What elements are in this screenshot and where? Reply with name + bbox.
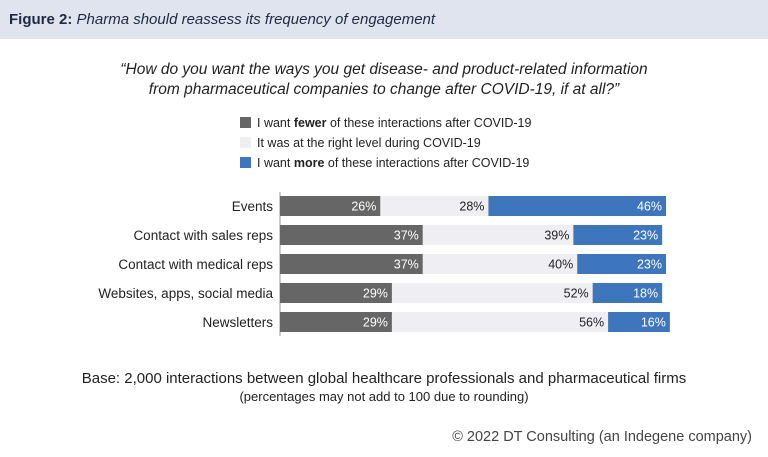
value-label-same-events: 28% xyxy=(459,200,484,214)
question-line-2: from pharmaceutical companies to change … xyxy=(148,81,620,98)
base-text: Base: 2,000 interactions between global … xyxy=(81,370,687,387)
bar-more-contact-with-medical-reps xyxy=(577,254,666,274)
value-label-more-websites-apps-social-media: 18% xyxy=(633,287,658,301)
bar-same-websites-apps-social-media xyxy=(391,283,593,303)
bar-same-events xyxy=(380,196,489,216)
bar-fewer-events xyxy=(280,196,381,216)
legend-swatch-fewer xyxy=(240,117,251,128)
value-label-same-contact-with-medical-reps: 40% xyxy=(548,258,573,272)
bar-fewer-websites-apps-social-media xyxy=(280,283,392,303)
value-label-same-websites-apps-social-media: 52% xyxy=(564,287,589,301)
chart-legend: I want fewer of these interactions after… xyxy=(240,113,531,173)
legend-label-fewer: I want fewer of these interactions after… xyxy=(257,115,532,130)
legend-swatch-more xyxy=(240,157,251,168)
base-note: Base: 2,000 interactions between global … xyxy=(0,370,768,406)
value-label-fewer-newsletters: 29% xyxy=(363,316,388,330)
value-label-fewer-contact-with-medical-reps: 37% xyxy=(394,258,419,272)
value-label-more-contact-with-sales-reps: 23% xyxy=(633,229,658,243)
category-label-contact-with-sales-reps: Contact with sales reps xyxy=(133,228,273,243)
bar-same-contact-with-sales-reps xyxy=(422,225,574,245)
value-label-more-newsletters: 16% xyxy=(641,316,666,330)
bar-fewer-contact-with-medical-reps xyxy=(280,254,423,274)
survey-question: “How do you want the ways you get diseas… xyxy=(0,60,768,100)
bar-more-websites-apps-social-media xyxy=(592,283,663,303)
value-label-more-contact-with-medical-reps: 23% xyxy=(637,258,662,272)
bar-more-events xyxy=(488,196,666,216)
category-label-newsletters: Newsletters xyxy=(202,315,273,330)
bar-more-newsletters xyxy=(608,312,670,332)
bar-same-newsletters xyxy=(391,312,609,332)
rounding-note: (percentages may not add to 100 due to r… xyxy=(239,389,529,404)
legend-item-more: I want more of these interactions after … xyxy=(240,153,531,172)
bar-same-contact-with-medical-reps xyxy=(422,254,578,274)
bar-more-contact-with-sales-reps xyxy=(573,225,663,245)
bar-fewer-newsletters xyxy=(280,312,392,332)
value-label-fewer-websites-apps-social-media: 29% xyxy=(363,287,388,301)
figure-title: Pharma should reassess its frequency of … xyxy=(76,11,436,28)
category-label-events: Events xyxy=(232,199,274,214)
question-line-1: “How do you want the ways you get diseas… xyxy=(120,61,648,78)
legend-item-fewer: I want fewer of these interactions after… xyxy=(240,113,531,132)
value-label-same-newsletters: 56% xyxy=(579,316,604,330)
copyright: © 2022 DT Consulting (an Indegene compan… xyxy=(452,429,752,445)
legend-label-more: I want more of these interactions after … xyxy=(257,155,530,170)
value-label-more-events: 46% xyxy=(637,200,662,214)
figure-header: Figure 2: Pharma should reassess its fre… xyxy=(0,0,768,39)
category-label-contact-with-medical-reps: Contact with medical reps xyxy=(118,257,273,272)
value-label-same-contact-with-sales-reps: 39% xyxy=(544,229,569,243)
category-label-websites-apps-social-media: Websites, apps, social media xyxy=(98,286,273,301)
value-label-fewer-events: 26% xyxy=(351,200,376,214)
legend-label-same: It was at the right level during COVID-1… xyxy=(257,135,481,150)
figure-label: Figure 2: xyxy=(9,11,73,28)
value-label-fewer-contact-with-sales-reps: 37% xyxy=(394,229,419,243)
bar-fewer-contact-with-sales-reps xyxy=(280,225,423,245)
legend-swatch-same xyxy=(240,137,251,148)
legend-item-same: It was at the right level during COVID-1… xyxy=(240,133,531,152)
